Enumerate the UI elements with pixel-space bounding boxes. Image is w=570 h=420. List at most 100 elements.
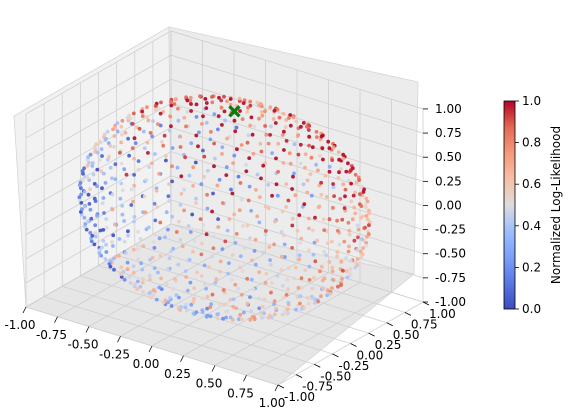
- scatter-point: [357, 178, 361, 183]
- scatter-point: [202, 154, 207, 159]
- scatter-point: [248, 123, 253, 128]
- scatter-point: [319, 264, 324, 269]
- y-tick-mark: [350, 343, 357, 347]
- scatter-point: [203, 282, 207, 286]
- scatter-point: [329, 239, 334, 244]
- scatter-point: [359, 184, 364, 189]
- scatter-point: [87, 178, 92, 183]
- scatter-point: [337, 157, 341, 162]
- scatter-point: [314, 130, 319, 134]
- scatter-point: [208, 314, 213, 319]
- scatter-point: [105, 225, 109, 230]
- scatter-point: [356, 235, 360, 240]
- scatter-point: [247, 156, 252, 161]
- scatter-point: [184, 302, 189, 307]
- scatter-point: [330, 265, 335, 270]
- scatter-point: [115, 121, 120, 125]
- scatter-point: [241, 101, 246, 105]
- scatter-point: [257, 220, 262, 225]
- axis-ticks: -1.00-0.75-0.50-0.250.000.250.500.751.00…: [4, 102, 466, 410]
- scatter-point: [198, 217, 203, 222]
- scatter-point: [352, 205, 357, 210]
- scatter-point: [110, 176, 114, 181]
- scatter-point: [353, 190, 357, 195]
- scatter-point: [365, 217, 370, 222]
- scatter-point: [249, 309, 254, 314]
- scatter-point: [339, 167, 343, 172]
- y-tick-label: -1.00: [284, 390, 315, 404]
- scatter-point: [213, 280, 218, 285]
- scatter-point: [231, 304, 236, 309]
- scatter-point: [238, 312, 243, 317]
- scatter-point: [132, 156, 137, 161]
- scatter-point: [292, 171, 296, 176]
- scatter-point: [306, 301, 311, 306]
- scatter-point: [263, 281, 268, 285]
- scatter-point: [263, 109, 267, 114]
- scatter-point: [274, 156, 278, 161]
- scatter-point: [337, 242, 342, 247]
- x-tick-mark: [274, 384, 279, 392]
- scatter-point: [196, 144, 200, 149]
- colorbar-tick-label: 1.0: [522, 94, 541, 108]
- scatter-point: [84, 227, 89, 232]
- scatter-point: [205, 206, 210, 211]
- scatter-point: [284, 139, 289, 143]
- scatter-point: [298, 161, 303, 166]
- scatter-point: [239, 143, 244, 147]
- scatter-point: [337, 170, 341, 175]
- scatter-point: [104, 217, 109, 221]
- scatter-point: [299, 236, 304, 241]
- scatter-point: [189, 302, 194, 307]
- scatter-point: [167, 128, 172, 133]
- scatter-point: [216, 114, 221, 118]
- scatter-point: [303, 152, 308, 157]
- scatter-point: [183, 269, 188, 273]
- scatter-point: [288, 113, 293, 117]
- grid-line: [170, 127, 424, 206]
- scatter-point: [182, 290, 187, 294]
- scatter-point: [209, 130, 213, 134]
- scatter-point: [220, 123, 224, 127]
- scatter-point: [258, 141, 263, 146]
- scatter-point: [78, 180, 83, 185]
- scatter-point: [222, 94, 226, 99]
- scatter-point: [201, 148, 205, 153]
- scatter-point: [205, 192, 210, 197]
- scatter-point: [145, 115, 149, 119]
- scatter-point: [238, 109, 242, 113]
- x-tick-mark: [211, 365, 216, 372]
- scatter-point: [253, 262, 258, 267]
- scatter-point: [259, 149, 264, 154]
- scatter-point: [352, 238, 357, 243]
- scatter-point: [245, 140, 250, 145]
- scatter-point: [132, 173, 137, 177]
- scatter-point: [313, 259, 318, 264]
- scatter-point: [164, 158, 168, 163]
- scatter-point: [122, 219, 126, 223]
- scatter-point: [130, 122, 135, 126]
- scatter-point: [251, 151, 256, 156]
- scatter-point: [189, 141, 194, 146]
- scatter-point: [319, 192, 324, 197]
- scatter-point: [349, 199, 354, 204]
- scatter-point: [364, 214, 369, 218]
- x-tick-label: 1.00: [259, 396, 286, 410]
- scatter-point: [194, 102, 199, 107]
- scatter-point: [285, 312, 290, 316]
- scatter-point: [111, 127, 115, 132]
- scatter-point: [159, 276, 164, 281]
- scatter-point: [110, 192, 115, 197]
- scatter-point: [113, 177, 118, 182]
- grid-line: [246, 291, 392, 376]
- scatter-point: [216, 225, 221, 229]
- scatter-point: [261, 163, 266, 168]
- scatter-point: [90, 161, 95, 165]
- scatter-point: [146, 151, 150, 155]
- scatter-point: [170, 164, 174, 169]
- scatter-point: [156, 122, 160, 126]
- scatter-point: [313, 300, 317, 305]
- scatter-point: [159, 100, 163, 105]
- scatter-point: [260, 316, 265, 320]
- scatter-point: [148, 131, 153, 135]
